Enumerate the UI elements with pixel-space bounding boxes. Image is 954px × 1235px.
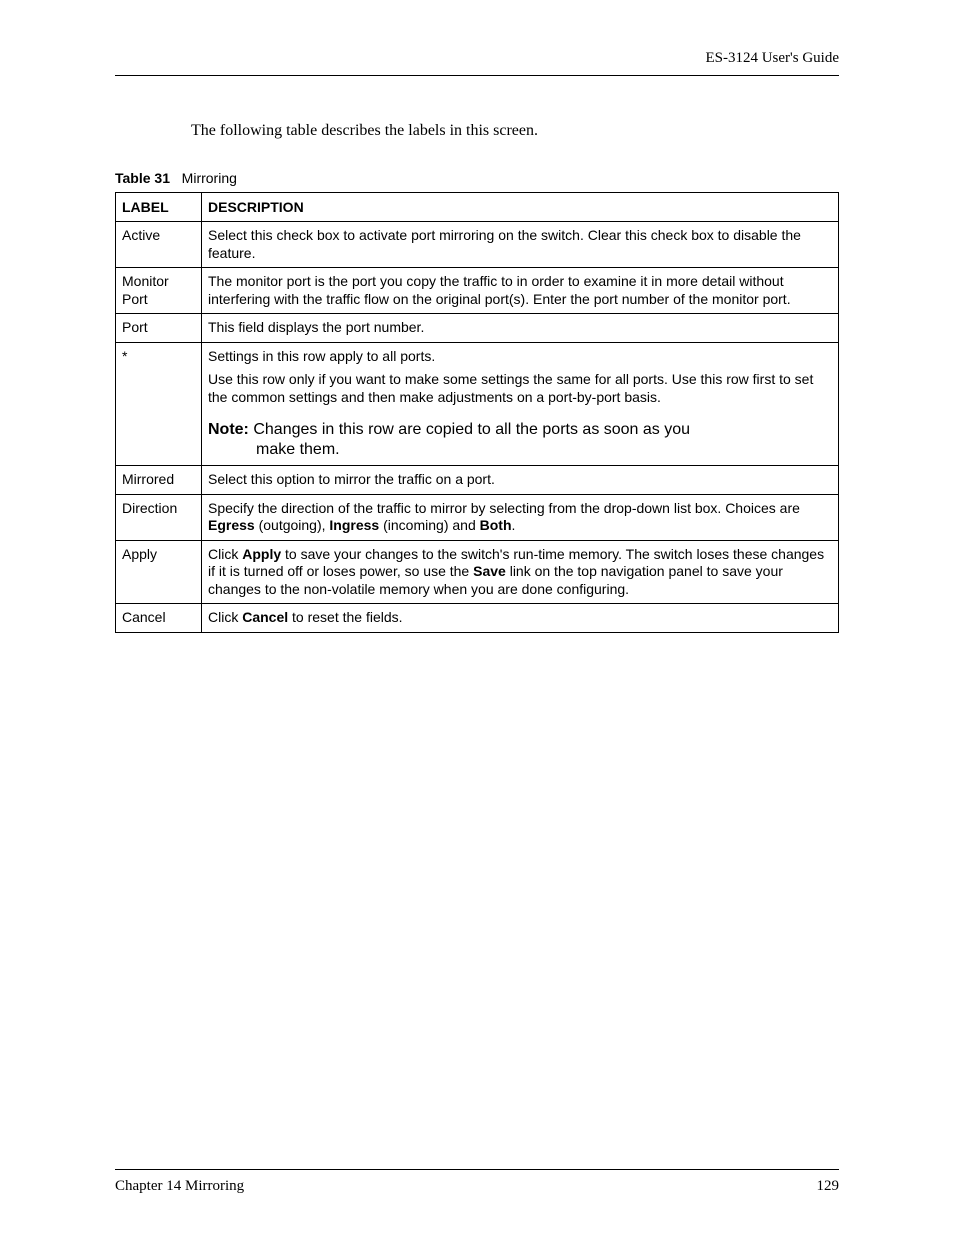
table-title: Mirroring: [182, 170, 237, 186]
desc-text: Click: [208, 609, 242, 625]
page-footer: Chapter 14 Mirroring 129: [115, 1169, 839, 1195]
table-row: Port This field displays the port number…: [116, 314, 839, 343]
bold-cancel: Cancel: [242, 609, 288, 625]
bold-ingress: Ingress: [329, 517, 379, 533]
row-description: Settings in this row apply to all ports.…: [202, 342, 839, 466]
row-label: Active: [116, 222, 202, 268]
table-header-row: LABEL DESCRIPTION: [116, 193, 839, 222]
table-row: Cancel Click Cancel to reset the fields.: [116, 604, 839, 633]
row-label: Mirrored: [116, 466, 202, 495]
desc-text: to reset the fields.: [288, 609, 402, 625]
note-text-line2: make them.: [208, 440, 832, 460]
desc-text: Specify the direction of the traffic to …: [208, 500, 800, 516]
row-description: Select this option to mirror the traffic…: [202, 466, 839, 495]
page-header: ES-3124 User's Guide: [115, 50, 839, 76]
footer-chapter: Chapter 14 Mirroring: [115, 1178, 244, 1195]
row-description: Click Cancel to reset the fields.: [202, 604, 839, 633]
table-row: Monitor Port The monitor port is the por…: [116, 268, 839, 314]
desc-text: (outgoing),: [255, 517, 330, 533]
row-description: This field displays the port number.: [202, 314, 839, 343]
row-label: Monitor Port: [116, 268, 202, 314]
row-label: *: [116, 342, 202, 466]
table-row: Direction Specify the direction of the t…: [116, 494, 839, 540]
table-row: Apply Click Apply to save your changes t…: [116, 540, 839, 604]
note-block: Note: Changes in this row are copied to …: [208, 420, 832, 460]
row-desc-p1: Settings in this row apply to all ports.: [208, 348, 832, 366]
desc-text: Click: [208, 546, 242, 562]
col-header-description: DESCRIPTION: [202, 193, 839, 222]
row-description: Select this check box to activate port m…: [202, 222, 839, 268]
desc-text: (incoming) and: [379, 517, 479, 533]
bold-save: Save: [473, 563, 506, 579]
row-label: Port: [116, 314, 202, 343]
desc-text: .: [512, 517, 516, 533]
table-number: Table 31: [115, 170, 170, 186]
guide-title: ES-3124 User's Guide: [705, 50, 839, 66]
footer-page-number: 129: [817, 1178, 840, 1195]
bold-apply: Apply: [242, 546, 281, 562]
table-row: * Settings in this row apply to all port…: [116, 342, 839, 466]
table-row: Mirrored Select this option to mirror th…: [116, 466, 839, 495]
intro-paragraph: The following table describes the labels…: [191, 122, 839, 140]
note-text-line1: Changes in this row are copied to all th…: [253, 421, 690, 438]
row-description: The monitor port is the port you copy th…: [202, 268, 839, 314]
note-label: Note:: [208, 421, 249, 438]
table-row: Active Select this check box to activate…: [116, 222, 839, 268]
row-description: Specify the direction of the traffic to …: [202, 494, 839, 540]
row-label: Apply: [116, 540, 202, 604]
row-description: Click Apply to save your changes to the …: [202, 540, 839, 604]
row-label: Direction: [116, 494, 202, 540]
mirroring-table: LABEL DESCRIPTION Active Select this che…: [115, 192, 839, 633]
row-desc-p2: Use this row only if you want to make so…: [208, 371, 832, 406]
col-header-label: LABEL: [116, 193, 202, 222]
bold-egress: Egress: [208, 517, 255, 533]
bold-both: Both: [480, 517, 512, 533]
table-caption: Table 31 Mirroring: [115, 170, 839, 186]
row-label: Cancel: [116, 604, 202, 633]
